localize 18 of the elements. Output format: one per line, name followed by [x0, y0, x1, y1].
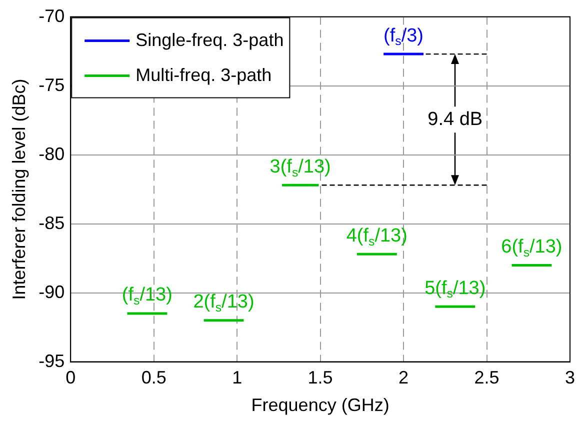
y-tick-label: -95 — [38, 350, 65, 371]
x-axis-title: Frequency (GHz) — [251, 395, 390, 416]
x-tick-label: 2 — [398, 368, 409, 388]
x-tick-label: 1 — [232, 368, 242, 388]
y-tick-label: -90 — [38, 282, 65, 302]
y-tick-label: -80 — [38, 144, 65, 164]
annotation: 9.4 dB — [428, 108, 483, 130]
x-tick-label: 0.5 — [141, 368, 166, 388]
x-tick-label: 0 — [66, 368, 76, 388]
x-tick-label: 1.5 — [308, 368, 333, 388]
y-tick-label: -70 — [38, 6, 65, 26]
y-tick-label: -85 — [38, 212, 65, 233]
legend-label: Multi-freq. 3-path — [136, 64, 272, 85]
x-tick-label: 3 — [564, 368, 575, 388]
y-axis-title: Interferer folding level (dBc) — [8, 78, 29, 300]
x-tick-label: 2.5 — [474, 368, 500, 388]
legend-label: Single-freq. 3-path — [136, 30, 284, 50]
y-tick-label: -75 — [38, 74, 65, 95]
